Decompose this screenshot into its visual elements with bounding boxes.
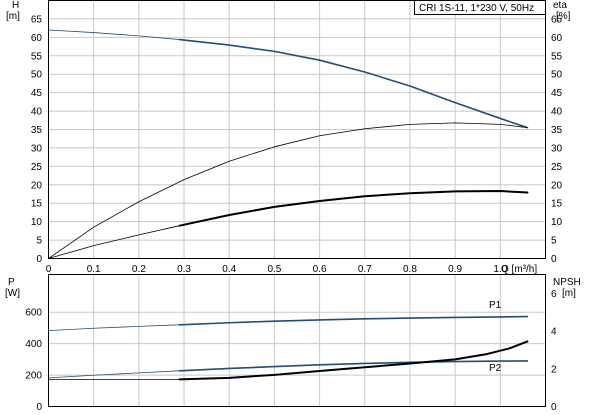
eta-tick-label: 60 <box>551 33 563 44</box>
eta-tick-label: 35 <box>551 125 563 136</box>
eta-tick-label: 5 <box>551 236 557 247</box>
npsh-axis-label: NPSH <box>553 277 581 288</box>
h-tick-label: 35 <box>31 125 43 136</box>
chart-title: CRI 1S-11, 1*230 V, 50Hz <box>419 3 534 14</box>
eta-axis-unit: [%] <box>556 11 571 22</box>
h-tick-label: 20 <box>31 180 43 191</box>
x-tick-label: 0.8 <box>403 264 417 275</box>
npsh-curve <box>178 340 529 381</box>
p-tick-label: 600 <box>25 308 42 319</box>
legend-p1: P1 <box>489 300 502 311</box>
h-tick-label: 55 <box>31 51 43 62</box>
h-curve-thin <box>48 29 180 40</box>
eta-tick-label: 20 <box>551 180 563 191</box>
eta-pump-curve <box>178 190 529 227</box>
npsh-tick-label: 0 <box>551 402 557 413</box>
upper-curves <box>48 29 529 259</box>
lower-plot-frame <box>48 274 546 407</box>
h-curve <box>178 38 529 129</box>
h-tick-label: 65 <box>31 14 43 25</box>
x-tick-label: 0.2 <box>132 264 146 275</box>
x-tick-label: 0.6 <box>313 264 327 275</box>
title-box <box>414 0 546 15</box>
eta-tick-label: 30 <box>551 143 563 154</box>
x-tick-label: 0.3 <box>177 264 191 275</box>
p2-curve <box>178 360 529 372</box>
eta-tick-label: 55 <box>551 51 563 62</box>
upper-grid <box>48 0 546 259</box>
eta-pump-curve-thin <box>48 225 180 259</box>
lower-curves <box>48 315 529 381</box>
h-tick-label: 30 <box>31 143 43 154</box>
x-tick-label: 1.0 <box>493 264 507 275</box>
p-tick-label: 400 <box>25 339 42 350</box>
eta-tick-label: 50 <box>551 70 563 81</box>
x-tick-label: 0 <box>46 264 52 275</box>
upper-plot-frame <box>48 0 546 259</box>
h-tick-label: 60 <box>31 33 43 44</box>
p-axis-label: P <box>8 277 15 288</box>
eta-axis-label: eta <box>553 0 567 11</box>
q-axis-label: Q [m³/h] <box>501 264 537 275</box>
npsh-tick-label: 2 <box>551 364 557 375</box>
eta-tick-label: 45 <box>551 88 563 99</box>
h-tick-label: 15 <box>31 199 43 210</box>
eta-curve-thin <box>48 122 528 259</box>
eta-tick-label: 0 <box>551 254 557 265</box>
h-tick-label: 40 <box>31 107 43 118</box>
npsh-tick-label: 4 <box>551 327 557 338</box>
h-axis-unit: [m] <box>6 11 20 22</box>
eta-tick-label: 15 <box>551 199 563 210</box>
h-tick-label: 45 <box>31 88 43 99</box>
p-tick-label: 0 <box>36 402 42 413</box>
lower-grid <box>48 274 546 407</box>
npsh-tick-label: 6 <box>551 289 557 300</box>
npsh-axis-unit: [m] <box>562 288 576 299</box>
p2-curve-thin <box>48 370 180 379</box>
h-tick-label: 0 <box>36 254 42 265</box>
p1-curve <box>178 315 529 326</box>
x-tick-label: 0.9 <box>448 264 462 275</box>
x-tick-label: 0.7 <box>358 264 372 275</box>
eta-tick-label: 10 <box>551 217 563 228</box>
x-tick-label: 0.4 <box>222 264 236 275</box>
x-tick-label: 0.1 <box>87 264 101 275</box>
legend-p2: P2 <box>489 363 502 374</box>
p1-curve-thin <box>48 324 180 331</box>
h-tick-label: 50 <box>31 70 43 81</box>
h-tick-label: 25 <box>31 162 43 173</box>
h-tick-label: 5 <box>36 236 42 247</box>
h-tick-label: 10 <box>31 217 43 228</box>
lower-tick-labels: 0 0 200 2 400 4 600 6 <box>25 289 557 413</box>
upper-tick-labels: 0 0.1 0.2 0.3 0.4 0.5 0.6 0.7 0.8 0.9 1.00 05 510 101… <box>31 14 563 275</box>
x-tick-label: 0.5 <box>267 264 281 275</box>
p-tick-label: 200 <box>25 371 42 382</box>
eta-tick-label: 65 <box>551 14 563 25</box>
p-axis-unit: [W] <box>5 288 20 299</box>
eta-tick-label: 40 <box>551 107 563 118</box>
eta-tick-label: 25 <box>551 162 563 173</box>
h-axis-label: H <box>12 0 19 11</box>
